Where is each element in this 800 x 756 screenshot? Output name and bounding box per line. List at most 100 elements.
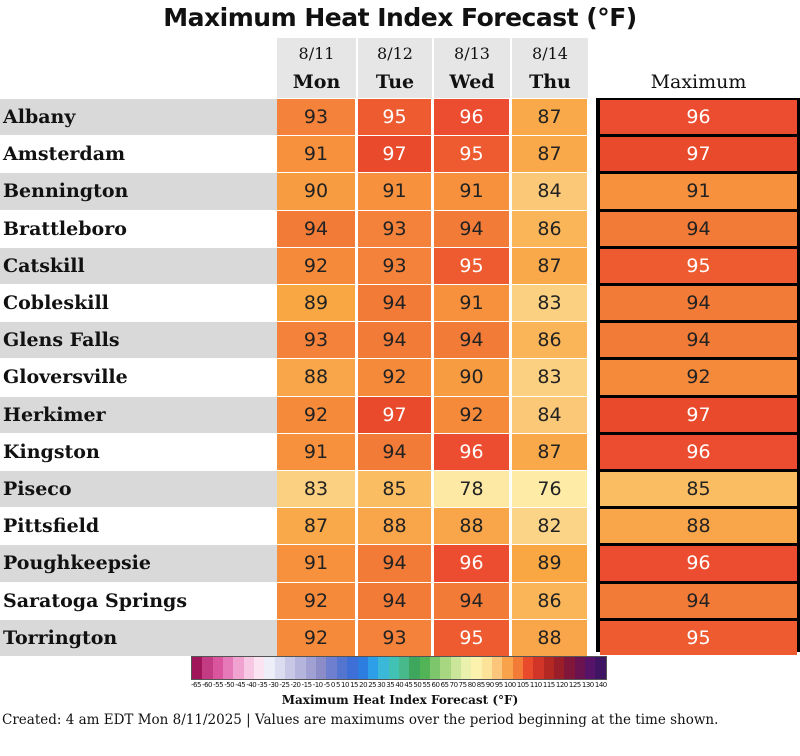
heat-index-cell: 82	[512, 508, 587, 545]
row-label: Brattleboro	[0, 210, 277, 247]
heat-index-cell: 93	[358, 619, 431, 656]
legend-tick-label: 10	[341, 681, 349, 689]
legend-tick-label: 75	[458, 681, 467, 689]
legend-swatch	[574, 657, 586, 679]
heat-index-cell: 93	[358, 247, 431, 284]
heat-index-cell: 89	[512, 545, 587, 582]
row-label: Piseco	[0, 471, 277, 508]
heat-index-cell: 96	[434, 433, 509, 470]
legend-swatch	[295, 657, 306, 679]
heat-index-cell: 84	[512, 173, 587, 210]
heat-index-cell: 89	[277, 285, 355, 322]
legend-swatch	[264, 657, 275, 679]
legend-tick-label: 105	[516, 681, 529, 689]
legend-swatch	[419, 657, 430, 679]
legend-tick-label: 30	[377, 681, 386, 689]
legend-tick-label: 50	[413, 681, 422, 689]
legend-swatch	[429, 657, 441, 679]
heat-index-cell: 95	[358, 99, 431, 136]
maximum-cell: 92	[600, 360, 797, 395]
legend-swatch	[398, 657, 410, 679]
legend-tick-label: 35	[386, 681, 395, 689]
maximum-cell: 96	[600, 100, 797, 135]
legend-swatch	[450, 657, 461, 679]
heat-index-cell: 96	[434, 99, 509, 136]
footnote: Created: 4 am EDT Mon 8/11/2025 | Values…	[2, 712, 719, 728]
legend-tick-label: -50	[224, 681, 235, 689]
heat-index-cell: 88	[277, 359, 355, 396]
heat-index-cell: 93	[277, 322, 355, 359]
heat-index-cell: 93	[277, 99, 355, 136]
legend-swatch	[440, 657, 451, 679]
heat-index-cell: 90	[277, 173, 355, 210]
legend-tick-label: 130	[581, 681, 594, 689]
row-label: Herkimer	[0, 396, 277, 433]
column-header	[277, 38, 356, 98]
row-label: Saratoga Springs	[0, 582, 277, 619]
legend-tick-label: 70	[449, 681, 458, 689]
chart-title: Maximum Heat Index Forecast (°F)	[163, 3, 637, 32]
heat-index-cell: 93	[358, 210, 431, 247]
legend-swatch	[357, 657, 368, 679]
maximum-cell: 97	[600, 397, 797, 432]
legend-tick-label: 0	[330, 681, 335, 689]
column-date: 8/13	[454, 44, 490, 63]
column-day: Thu	[529, 71, 571, 93]
row-label: Pittsfield	[0, 508, 277, 545]
legend-tick-label: 25	[368, 681, 377, 689]
heat-index-cell: 86	[512, 582, 587, 619]
heat-index-cell: 92	[277, 396, 355, 433]
heat-index-cell: 90	[434, 359, 509, 396]
legend-tick-label: -40	[246, 681, 257, 689]
heat-index-cell: 95	[434, 619, 509, 656]
legend-tick-label: -55	[213, 681, 224, 689]
legend-tick-label: 55	[422, 681, 431, 689]
legend-swatch	[223, 657, 234, 679]
legend-tick-label: 120	[555, 681, 568, 689]
legend-tick-label: -10	[312, 681, 323, 689]
legend-swatch	[347, 657, 358, 679]
legend-swatch	[491, 657, 503, 679]
legend-swatch	[274, 657, 286, 679]
legend-swatch	[254, 657, 265, 679]
legend-tick-label: 15	[350, 681, 359, 689]
legend-tick-label: 5	[335, 681, 340, 689]
legend-swatch	[409, 657, 420, 679]
heat-index-cell: 86	[512, 210, 587, 247]
legend-tick-label: 110	[529, 681, 542, 689]
heat-index-cell: 91	[434, 173, 509, 210]
heat-index-cell: 91	[434, 285, 509, 322]
maximum-cell: 95	[600, 248, 797, 283]
column-date: 8/14	[532, 44, 568, 63]
legend-swatch	[202, 657, 213, 679]
legend-tick-label: 90	[485, 681, 494, 689]
heat-index-cell: 87	[512, 433, 587, 470]
column-day: Mon	[292, 71, 341, 93]
legend-tick-label: 40	[395, 681, 404, 689]
column-header	[434, 38, 510, 98]
legend-tick-label: -65	[191, 681, 201, 689]
heat-index-cell: 97	[358, 396, 431, 433]
legend-swatch	[543, 657, 555, 679]
legend-swatch	[471, 657, 482, 679]
legend-swatch	[585, 657, 596, 679]
heat-index-cell: 83	[512, 359, 587, 396]
legend-tick-label: -15	[301, 681, 312, 689]
column-day: Tue	[375, 71, 415, 93]
legend-swatch	[367, 657, 379, 679]
row-label: Gloversville	[0, 359, 277, 396]
legend-swatch	[512, 657, 523, 679]
legend-tick-label: 100	[503, 681, 516, 689]
heat-index-cell: 97	[358, 136, 431, 173]
heat-index-cell: 86	[512, 322, 587, 359]
heat-index-cell: 91	[277, 136, 355, 173]
heat-index-cell: 94	[434, 322, 509, 359]
heat-index-cell: 95	[434, 136, 509, 173]
heat-index-cell: 91	[277, 433, 355, 470]
heat-index-cell: 83	[277, 471, 355, 508]
legend-tick-label: -35	[257, 681, 268, 689]
legend-swatch	[285, 657, 296, 679]
legend-tick-label: 140	[594, 681, 607, 689]
color-legend	[191, 656, 607, 680]
heat-index-cell: 87	[277, 508, 355, 545]
